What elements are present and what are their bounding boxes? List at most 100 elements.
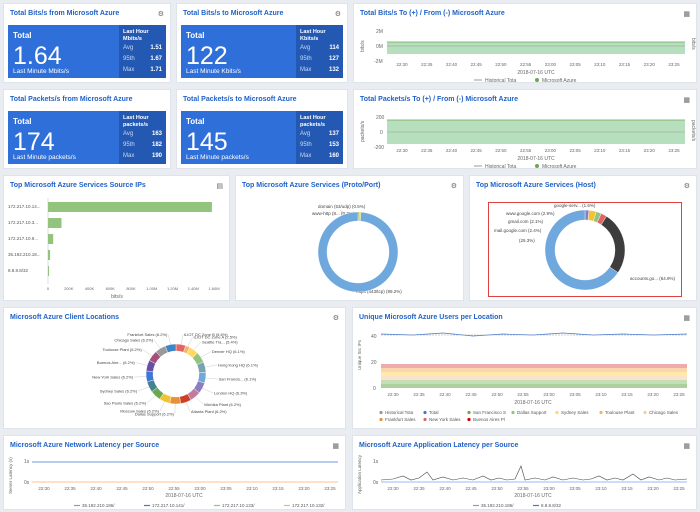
x-tick: 22:30 bbox=[38, 486, 50, 491]
p95-value: 127 bbox=[328, 56, 339, 62]
panel-title: Top Microsoft Azure Services Source IPs bbox=[10, 182, 146, 189]
panel-title: Top Microsoft Azure Services (Proto/Port… bbox=[242, 182, 381, 189]
y-tick: 0s bbox=[373, 480, 379, 486]
slice-label: gmail.com (2.1%) bbox=[508, 219, 544, 224]
panel-title: Unique Microsoft Azure Users per Locatio… bbox=[359, 314, 503, 321]
max-label: Max bbox=[300, 153, 312, 159]
y-tick: 0s bbox=[24, 480, 30, 486]
kpi-label: Total bbox=[13, 31, 32, 40]
y-tick: 20 bbox=[371, 360, 377, 366]
x-tick: 22:40 bbox=[446, 62, 458, 67]
x-tick: 1.40M bbox=[188, 286, 199, 291]
avg-label: Avg bbox=[123, 131, 134, 137]
bar-chart-icon[interactable]: ▦ bbox=[683, 443, 690, 450]
highlight-box bbox=[488, 202, 682, 297]
location-label: Toulouse Plant (6.2%) bbox=[103, 347, 143, 352]
users-panel: Unique Microsoft Azure Users per Locatio… bbox=[352, 307, 697, 429]
x-tick: 22:35 bbox=[64, 486, 76, 491]
legend: 35.192.210.186/8.8.8.8/32 bbox=[473, 503, 562, 508]
gear-icon[interactable]: ⚙ bbox=[157, 11, 164, 18]
x-tick: 23:00 bbox=[545, 148, 557, 153]
bar-chart-icon[interactable]: ▦ bbox=[683, 97, 690, 104]
label-leader bbox=[142, 349, 153, 356]
kpi-panel-2: Total Packets/s from Microsoft Azure Tot… bbox=[3, 89, 171, 169]
legend-item: Frankfurt Sales bbox=[385, 417, 416, 422]
bar-chart-icon[interactable]: ▦ bbox=[683, 11, 690, 18]
kpi-label: Total bbox=[186, 31, 205, 40]
kpi-value: 174 bbox=[13, 128, 55, 156]
locations-panel: Microsoft Azure Client Locations ⚙ ILIOT… bbox=[3, 307, 346, 429]
gear-icon[interactable]: ⚙ bbox=[683, 183, 690, 190]
x-tick: 23:05 bbox=[569, 486, 581, 491]
label-leader bbox=[205, 364, 217, 368]
max-value: 1.71 bbox=[150, 67, 162, 73]
ip-label: 35.192.210.18... bbox=[8, 252, 41, 257]
panel-title: Total Bits/s To (+) / From (-) Microsoft… bbox=[360, 10, 505, 17]
label-leader bbox=[146, 395, 156, 404]
top-ips-svg: bits/s 172.217.10.14... 172.217.10.3... 17… bbox=[8, 198, 220, 300]
max-value: 160 bbox=[328, 153, 339, 159]
x-axis-label: 2018-07-16 UTC bbox=[165, 493, 203, 499]
max-label: Max bbox=[123, 153, 135, 159]
kpi-title: Total Packets/s to Microsoft Azure bbox=[183, 96, 297, 103]
x-tick: 23:05 bbox=[220, 486, 232, 491]
host-slice bbox=[544, 209, 619, 291]
label-leader bbox=[134, 376, 147, 378]
gear-icon[interactable]: ⚙ bbox=[450, 183, 457, 190]
gear-icon[interactable]: ⚙ bbox=[332, 315, 339, 322]
kpi-title: Total Bits/s to Microsoft Azure bbox=[183, 10, 284, 17]
x-ticks: 22:30 22:35 22:40 22:45 22:50 22:55 23:00 23:05… bbox=[38, 486, 336, 491]
avg-value: 137 bbox=[328, 131, 339, 137]
kpi-label: Total bbox=[186, 117, 205, 126]
location-slice bbox=[169, 396, 181, 405]
max-label: Max bbox=[123, 67, 135, 73]
label-leader bbox=[135, 362, 148, 366]
band bbox=[381, 364, 687, 368]
x-tick: 22:35 bbox=[421, 148, 433, 153]
x-tick: 23:10 bbox=[246, 486, 258, 491]
bar-chart-icon[interactable]: ▦ bbox=[332, 443, 339, 450]
x-tick: 23:10 bbox=[595, 392, 607, 397]
x-tick: 22:45 bbox=[471, 148, 483, 153]
kpi-value: 122 bbox=[186, 42, 228, 70]
location-label: ILIOT DC Zone B (5.6%) bbox=[184, 332, 228, 337]
y-tick: 0M bbox=[376, 44, 383, 50]
legend-item: Dallas Support bbox=[517, 410, 547, 415]
kpi-side: Last Hour packets/s Avg 163 95th 182 Max 19… bbox=[119, 111, 166, 164]
band bbox=[381, 380, 687, 384]
legend-swatch bbox=[423, 410, 427, 415]
p95-label: 95th bbox=[300, 56, 312, 62]
location-label: Hong Kong HQ (6.1%) bbox=[218, 362, 259, 367]
gear-icon[interactable]: ⚙ bbox=[334, 11, 341, 18]
locations-donut-svg: ILIOT DC Zone B (5.6%)ILIOT DC Zone A (2… bbox=[92, 332, 259, 416]
kpi-body: Total 145 Last Minute packets/s Last Hou… bbox=[181, 111, 343, 164]
x-tick: 23:20 bbox=[644, 62, 656, 67]
legend-item: 35.192.210.186/ bbox=[82, 503, 115, 508]
x-tick: 1.00M bbox=[146, 286, 157, 291]
series-line-total bbox=[380, 332, 688, 337]
packets-chart-panel: Total Packets/s To (+) / From (-) Micros… bbox=[353, 89, 697, 170]
bar-chart-icon[interactable]: ▤ bbox=[216, 183, 223, 190]
legend: 35.192.210.186/172.217.10.141/172.217.10… bbox=[74, 503, 325, 508]
x-tick: 23:25 bbox=[324, 486, 336, 491]
kpi-title: Total Bits/s from Microsoft Azure bbox=[10, 10, 120, 17]
ip-label: 172.217.10.14... bbox=[8, 204, 41, 209]
x-tick: 22:50 bbox=[491, 392, 503, 397]
legend-item: San Francisco S bbox=[473, 410, 506, 415]
x-tick: 23:00 bbox=[194, 486, 206, 491]
legend-swatch bbox=[643, 410, 647, 415]
panel-title: Top Microsoft Azure Services (Host) bbox=[476, 182, 596, 189]
host-slice bbox=[600, 216, 626, 273]
kpi-side-head: Last Hour Kbits/s bbox=[300, 29, 326, 42]
net-latency-panel: Microsoft Azure Network Latency per Sour… bbox=[3, 435, 346, 510]
x-tick: 22:45 bbox=[471, 62, 483, 67]
kpi-body: Total 1.64 Last Minute Mbits/s Last Hour… bbox=[8, 25, 166, 78]
bits-chart-svg: bits/s bits/s 2M 0M -2M 22:30 22:35 22:40 2… bbox=[360, 29, 696, 84]
bar-chart-icon[interactable]: ▦ bbox=[683, 315, 690, 322]
x-tick: 22:30 bbox=[387, 392, 399, 397]
y-axis-label-right: bits/s bbox=[690, 38, 696, 50]
users-chart-svg: Unique Src IPs 40 20 0 22:30 22:35 22:40 22… bbox=[357, 332, 688, 422]
kpi-sub: Last Minute Mbits/s bbox=[13, 68, 69, 75]
legend-item: Buenos Aires Pl bbox=[473, 417, 505, 422]
ip-label: 8.8.8.8/32 bbox=[8, 268, 29, 273]
